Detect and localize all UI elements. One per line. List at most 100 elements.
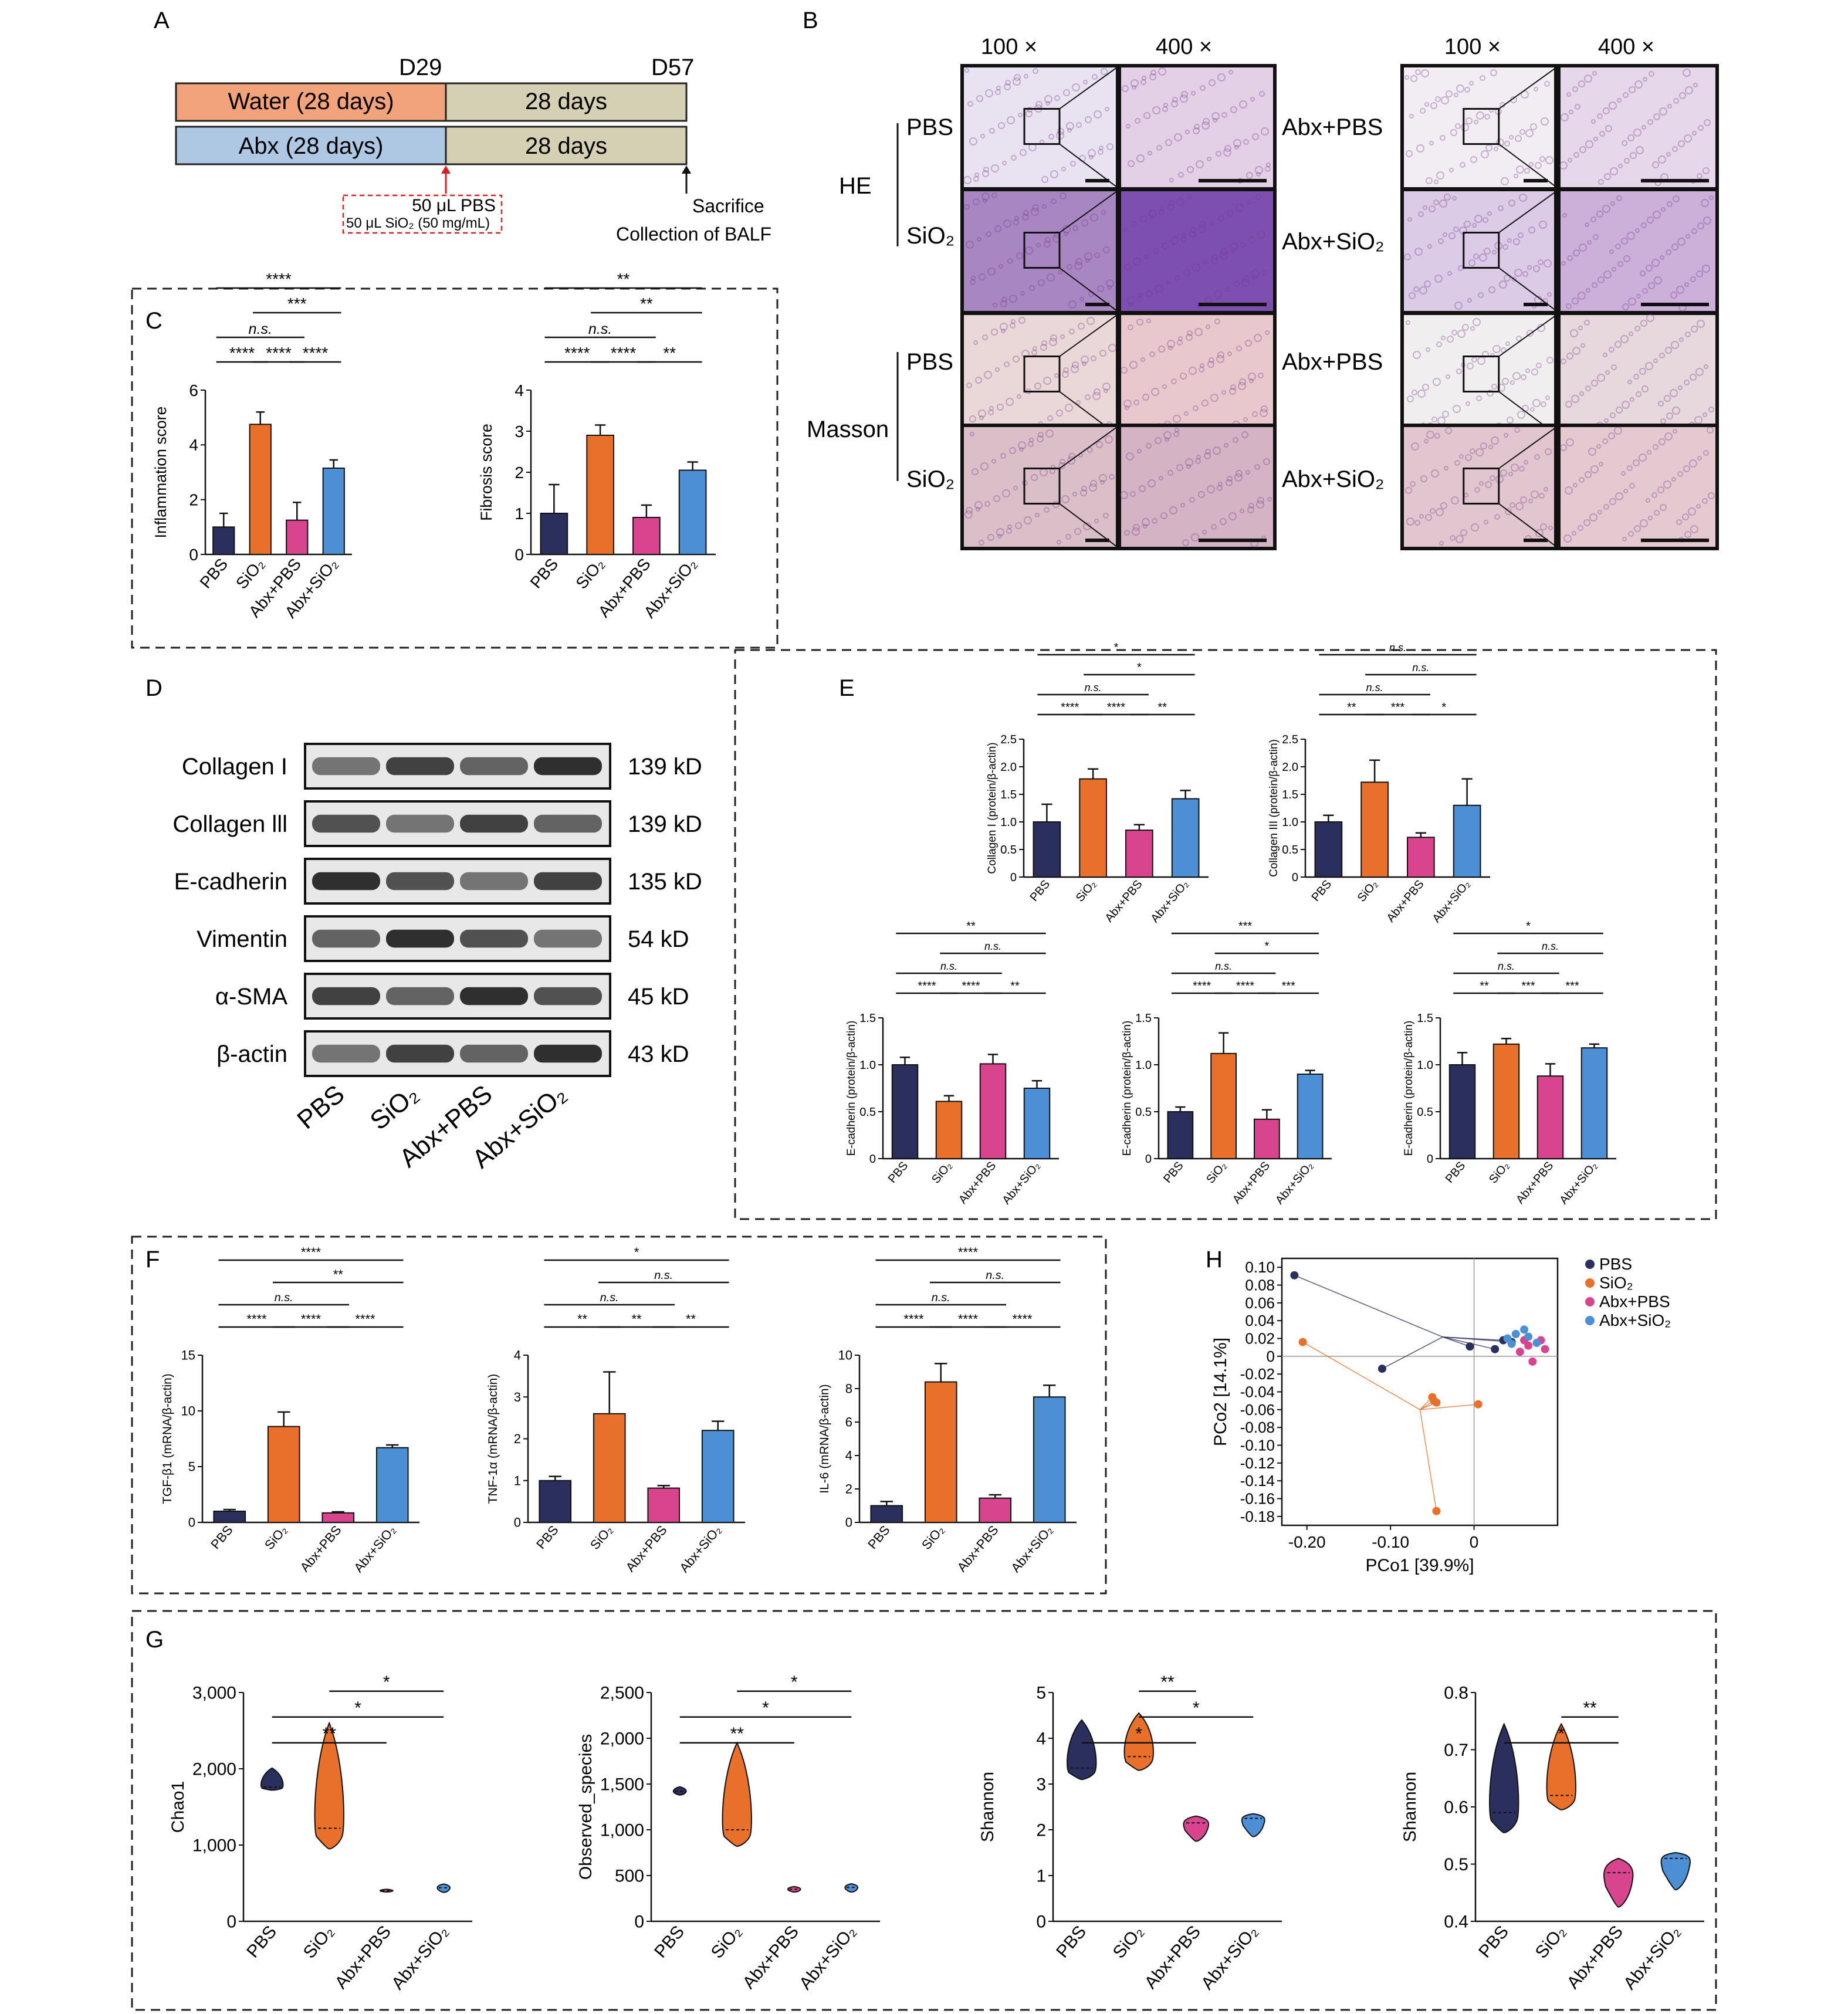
tissue-texture	[1491, 384, 1497, 390]
y-tick-label: 0	[188, 1515, 195, 1530]
significance-label: ****	[1193, 980, 1211, 993]
zoom-connector	[1498, 65, 1559, 110]
significance-label: n.s.	[986, 1269, 1004, 1282]
tissue-texture	[1128, 160, 1135, 167]
treatment-dashed-box	[342, 194, 503, 234]
tissue-texture	[1023, 210, 1029, 216]
significance-label: **	[1583, 1698, 1597, 1718]
tissue-texture	[1214, 290, 1222, 299]
tissue-texture	[1413, 351, 1421, 359]
y-axis-label: Collagen I (protein/β-actin)	[986, 742, 999, 874]
tissue-texture	[1084, 252, 1092, 260]
tissue-texture	[1517, 411, 1525, 419]
tissue-texture	[1483, 217, 1488, 223]
tissue-texture	[1131, 79, 1139, 87]
tissue-texture	[1424, 280, 1431, 287]
tissue-texture	[1025, 110, 1033, 117]
tissue-texture	[1684, 282, 1689, 287]
panel-e-label: E	[839, 675, 855, 701]
tissue-texture	[1488, 286, 1495, 293]
bar	[1580, 1047, 1608, 1159]
x-category-label: Abx+PBS	[739, 1922, 803, 1992]
tissue-texture	[1657, 486, 1664, 493]
y-tick-label: 8	[845, 1382, 852, 1396]
y-axis-label: Chao1	[168, 1781, 188, 1833]
tissue-texture	[1259, 91, 1265, 97]
tissue-texture	[1572, 297, 1579, 304]
significance-label: *	[762, 1698, 769, 1718]
tissue-texture	[1464, 87, 1470, 93]
y-tick-label: 1	[1036, 1867, 1046, 1886]
tissue-texture	[1467, 363, 1474, 370]
tissue-texture	[1615, 341, 1622, 348]
tissue-texture	[1243, 275, 1250, 282]
tissue-texture	[1136, 319, 1143, 326]
panel-b-label: B	[803, 8, 818, 33]
tissue-texture	[1171, 100, 1178, 107]
x-category-label: SiO₂	[300, 1922, 338, 1962]
legend-label: Abx+SiO₂	[1599, 1311, 1671, 1329]
tissue-texture	[1060, 459, 1065, 465]
tissue-texture	[1436, 171, 1444, 180]
stain-masson-label: Masson	[807, 417, 889, 442]
significance-label: n.s.	[1412, 662, 1429, 673]
tissue-texture	[1047, 273, 1055, 282]
tissue-texture	[1533, 265, 1540, 272]
tissue-texture	[1695, 368, 1704, 376]
tissue-texture	[1509, 135, 1514, 140]
western-blot: Collagen I 139 kD Collagen lll 139 kD E-cadh…	[172, 743, 702, 1174]
y-tick-label: 2	[845, 1482, 852, 1497]
tissue-texture	[1572, 531, 1576, 536]
tissue-texture	[1065, 404, 1073, 412]
tissue-texture	[1108, 344, 1116, 352]
y-axis-label: E-cadherin (protein/β-actin)	[1121, 1021, 1133, 1156]
tissue-texture	[1591, 119, 1596, 124]
tissue-texture	[1635, 228, 1640, 233]
tissue-texture	[1228, 512, 1237, 520]
tissue-texture	[1081, 219, 1088, 226]
tissue-texture	[1524, 460, 1528, 465]
significance-label: **	[663, 344, 676, 362]
tissue-texture	[1174, 133, 1182, 141]
tissue-texture	[1423, 205, 1427, 210]
tissue-texture	[1446, 374, 1450, 379]
panel-g-label: G	[145, 1627, 164, 1653]
tissue-texture	[969, 415, 976, 422]
tissue-texture	[1201, 400, 1209, 407]
x-category-label: SiO₂	[1487, 1159, 1512, 1186]
tissue-texture	[1185, 458, 1193, 466]
tissue-texture	[1133, 400, 1139, 405]
tissue-texture	[1703, 216, 1711, 225]
tissue-texture	[1048, 134, 1054, 140]
tissue-texture	[996, 528, 1004, 536]
tissue-texture	[1060, 334, 1065, 339]
tissue-texture	[1220, 518, 1227, 525]
tissue-texture	[1544, 259, 1552, 268]
legend-swatch	[1585, 1297, 1595, 1306]
y-tick-label: 6	[189, 381, 198, 400]
tissue-texture	[1183, 269, 1190, 276]
tissue-texture	[1245, 470, 1250, 475]
tissue-texture	[1167, 340, 1175, 348]
tissue-texture	[1054, 373, 1059, 378]
significance-label: **	[730, 1724, 744, 1744]
y-tick-label: 1.5	[1417, 1012, 1433, 1025]
tissue-texture	[1150, 70, 1156, 76]
tissue-texture	[1639, 453, 1647, 462]
panel-c-frame	[131, 287, 779, 649]
tissue-texture	[1072, 492, 1077, 496]
tissue-texture	[1578, 326, 1583, 330]
tissue-texture	[1546, 357, 1553, 364]
tissue-texture	[1004, 361, 1010, 367]
tissue-texture	[1410, 75, 1417, 82]
tissue-texture	[1071, 365, 1079, 373]
tissue-texture	[1064, 231, 1068, 236]
tissue-texture	[1083, 80, 1088, 84]
tissue-texture	[1234, 281, 1240, 287]
zoom-region-box	[1463, 232, 1500, 269]
tissue-texture	[1519, 194, 1527, 202]
tissue-texture	[1566, 438, 1574, 446]
y-tick-label: 1.5	[859, 1012, 876, 1025]
significance-label: *	[1441, 701, 1446, 714]
tissue-texture	[1100, 480, 1105, 485]
